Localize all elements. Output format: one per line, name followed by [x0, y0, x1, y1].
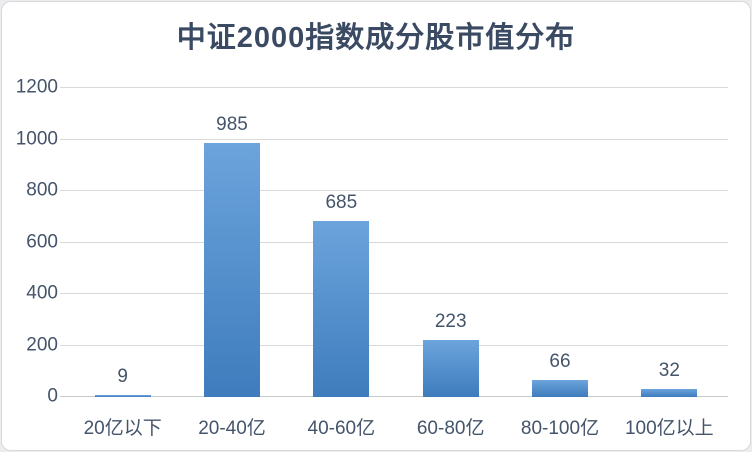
x-category-label: 100亿以上 — [624, 418, 714, 439]
gridline — [60, 241, 728, 243]
y-tick-label: 800 — [26, 179, 58, 201]
gridline — [60, 87, 728, 88]
y-tick-label: 1200 — [15, 76, 58, 98]
y-tick-label: 0 — [47, 385, 58, 407]
bar-slot: 985 — [177, 88, 286, 397]
bar-value-label: 685 — [325, 191, 358, 213]
y-tick-label: 200 — [26, 334, 58, 356]
x-category-label: 20-40亿 — [198, 418, 266, 439]
bar — [641, 388, 698, 397]
bar-slot: 9 — [68, 88, 177, 397]
y-tick-label: 600 — [26, 231, 58, 253]
bar-value-label: 985 — [216, 114, 248, 136]
plot-area: 9 985 685 223 66 32 — [60, 87, 728, 397]
y-axis-labels: 0 200 400 600 800 1000 1200 — [2, 77, 58, 407]
bar — [313, 220, 370, 397]
bar-value-label: 9 — [117, 365, 128, 387]
y-tick-label: 1000 — [15, 128, 58, 150]
x-axis-labels: 20亿以下 20-40亿 40-60亿 60-80亿 80-100亿 100亿以上 — [68, 413, 724, 439]
bar-slot: 32 — [615, 88, 724, 397]
bar — [422, 339, 479, 397]
bar-value-label: 223 — [434, 310, 467, 332]
gridline — [60, 190, 728, 191]
x-category-label: 40-60亿 — [307, 418, 376, 439]
bar — [203, 143, 260, 397]
gridline — [60, 344, 728, 346]
bar-slot: 685 — [287, 88, 396, 397]
x-category-label: 60-80亿 — [416, 418, 485, 439]
bar — [531, 380, 588, 397]
x-axis-line — [60, 396, 728, 397]
chart-title: 中证2000指数成分股市值分布 — [176, 22, 576, 54]
gridline — [60, 293, 728, 294]
bar-slot: 223 — [396, 88, 505, 397]
bar-slot: 66 — [505, 88, 614, 397]
y-tick-label: 400 — [26, 282, 58, 304]
x-category-label: 80-100亿 — [520, 418, 600, 439]
bar-value-label: 66 — [549, 351, 571, 373]
x-category-label: 20亿以下 — [83, 418, 162, 439]
bar-value-label: 32 — [658, 359, 680, 381]
gridline — [60, 138, 728, 140]
bar — [94, 394, 151, 397]
